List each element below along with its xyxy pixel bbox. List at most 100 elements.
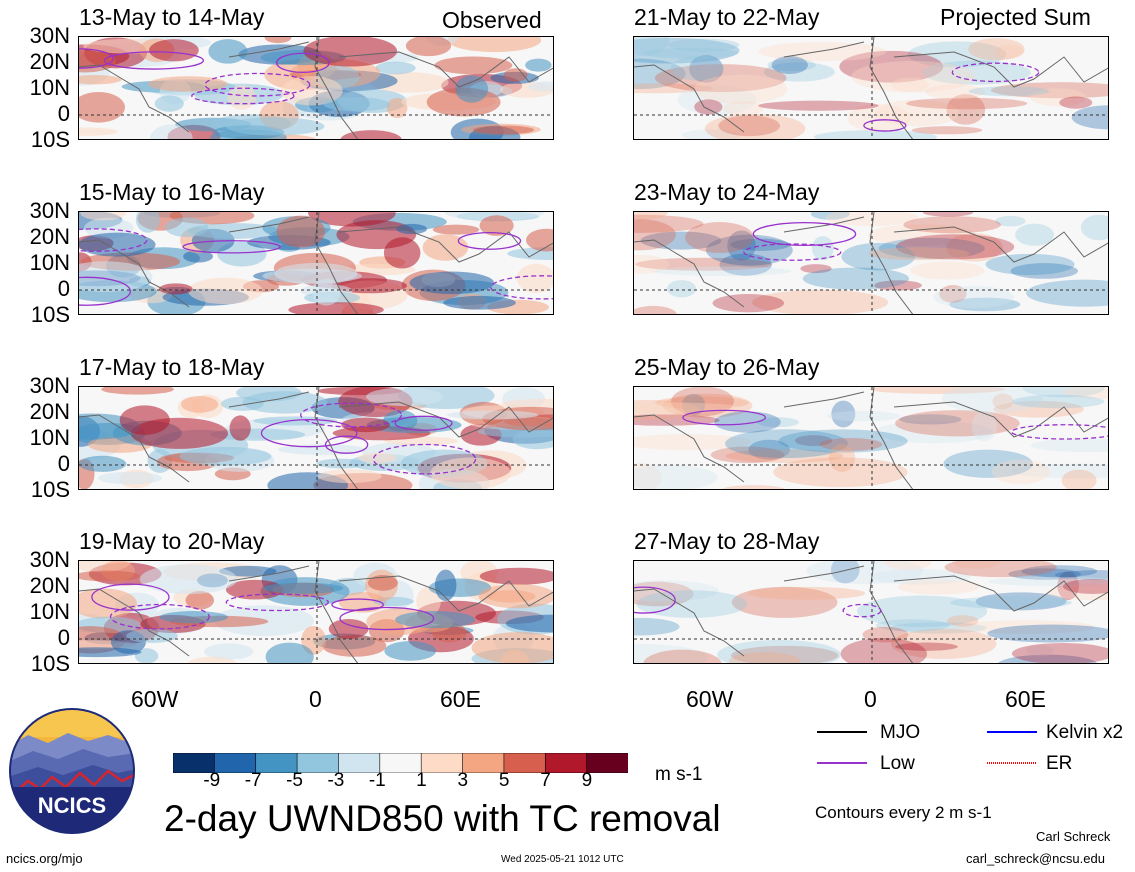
wind-anomaly-patch <box>897 579 980 595</box>
panel-title: 23-May to 24-May <box>634 179 820 205</box>
wind-anomaly-patch <box>685 222 755 254</box>
wind-anomaly-patch <box>987 624 1108 643</box>
x-tick-label: 60W <box>131 686 179 712</box>
wind-anomaly-patch <box>1011 643 1108 663</box>
wind-anomaly-patch <box>634 214 704 233</box>
wind-anomaly-patch <box>891 77 929 93</box>
wind-anomaly-patch <box>682 129 741 139</box>
wind-anomaly-patch <box>472 125 535 135</box>
wind-anomaly-patch <box>922 60 1031 85</box>
wind-anomaly-patch <box>994 44 1025 59</box>
wind-anomaly-patch <box>748 439 791 460</box>
wind-anomaly-patch <box>634 462 662 489</box>
wind-anomaly-patch <box>203 643 254 660</box>
wind-anomaly-patch <box>971 411 997 442</box>
y-tick-label: 10S <box>30 651 70 676</box>
wind-anomaly-patch <box>479 567 553 585</box>
low-contour <box>324 435 369 454</box>
wind-anomaly-patch <box>839 50 944 83</box>
wind-anomaly-patch <box>712 294 785 313</box>
low-contour <box>109 603 210 630</box>
wind-anomaly-patch <box>126 628 178 643</box>
wind-anomaly-patch <box>242 391 328 414</box>
wind-anomaly-patch <box>677 85 756 115</box>
wind-anomaly-patch <box>183 250 214 263</box>
wind-anomaly-patch <box>946 615 979 627</box>
wind-anomaly-patch <box>516 263 553 293</box>
map-panel <box>78 211 554 315</box>
wind-anomaly-patch <box>1012 394 1105 409</box>
wind-anomaly-patch <box>443 295 516 310</box>
wind-anomaly-patch <box>725 429 848 458</box>
wind-anomaly-patch <box>895 234 1015 260</box>
low-contour <box>79 228 148 252</box>
low-contour <box>634 586 676 614</box>
wind-anomaly-patch <box>79 455 127 472</box>
legend-label: Low <box>880 753 915 774</box>
wind-anomaly-patch <box>810 212 850 220</box>
low-contour <box>743 243 842 261</box>
legend-label: MJO <box>880 722 921 743</box>
wind-anomaly-patch <box>358 452 397 464</box>
wind-anomaly-patch <box>819 437 883 451</box>
low-contour <box>103 51 205 70</box>
low-contour <box>331 598 384 611</box>
wind-anomaly-patch <box>955 620 1095 634</box>
wind-anomaly-patch <box>634 58 686 90</box>
wind-anomaly-patch <box>867 224 976 246</box>
wind-anomaly-patch <box>767 58 816 72</box>
colorbar-tick: 1 <box>416 770 427 791</box>
wind-anomaly-patch <box>828 444 856 472</box>
wind-anomaly-patch <box>528 81 553 92</box>
wind-anomaly-patch <box>992 393 1014 410</box>
wind-anomaly-patch <box>666 280 697 298</box>
wind-anomaly-patch <box>149 39 199 62</box>
y-tick-label: 20N <box>29 573 70 598</box>
wind-anomaly-patch <box>455 75 489 103</box>
wind-anomaly-patch <box>396 223 428 235</box>
wind-anomaly-patch <box>262 582 344 594</box>
x-tick-label: 60E <box>1005 686 1046 712</box>
wind-anomaly-patch <box>636 590 748 618</box>
wind-anomaly-patch <box>728 652 801 663</box>
wind-anomaly-patch <box>975 592 1067 611</box>
wind-anomaly-patch <box>878 237 985 259</box>
wind-anomaly-patch <box>773 457 908 488</box>
colorbar-tick: 3 <box>457 770 469 791</box>
wind-anomaly-patch <box>430 457 512 489</box>
wind-anomaly-patch <box>503 68 528 82</box>
wind-anomaly-patch <box>731 586 838 618</box>
wind-anomaly-patch <box>714 411 781 433</box>
footer-email: carl_schreck@ncsu.edu <box>966 851 1105 866</box>
wind-anomaly-patch <box>135 212 160 233</box>
wind-anomaly-patch <box>154 95 184 112</box>
x-tick-label: 60W <box>686 686 734 712</box>
wind-anomaly-patch <box>479 215 514 236</box>
wind-anomaly-patch <box>869 387 1005 394</box>
observed-label: Observed <box>442 7 542 33</box>
wind-anomaly-patch <box>925 84 986 100</box>
y-tick-label: 0 <box>57 451 70 476</box>
wind-anomaly-patch <box>149 124 193 139</box>
wind-anomaly-patch <box>187 656 237 663</box>
colorbar-swatch <box>420 753 464 773</box>
map-panel <box>78 386 554 490</box>
map-panel <box>633 560 1109 664</box>
wind-anomaly-patch <box>1008 568 1081 580</box>
wind-anomaly-patch <box>79 570 140 582</box>
wind-anomaly-patch <box>758 100 879 111</box>
y-tick-label: 0 <box>57 101 70 126</box>
y-tick-label: 10N <box>29 250 70 275</box>
wind-anomaly-patch <box>274 262 358 285</box>
low-contour <box>339 606 435 631</box>
x-tick-label: 60E <box>440 686 481 712</box>
wind-anomaly-patch <box>722 485 785 489</box>
wind-anomaly-patch <box>634 580 719 602</box>
wind-anomaly-patch <box>998 654 1098 663</box>
wind-anomaly-patch <box>634 643 708 663</box>
wind-anomaly-patch <box>79 261 153 292</box>
wind-anomaly-patch <box>159 283 193 295</box>
map-svg <box>79 387 553 489</box>
wind-anomaly-patch <box>525 58 552 72</box>
wind-anomaly-patch <box>634 617 680 636</box>
